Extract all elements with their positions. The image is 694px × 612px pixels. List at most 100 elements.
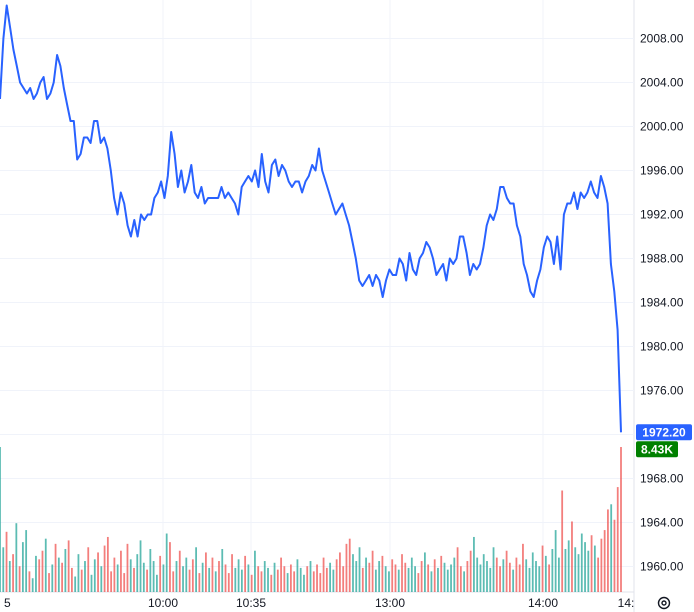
- volume-bar: [270, 574, 273, 592]
- volume-bar: [293, 571, 296, 592]
- volume-bar: [155, 574, 158, 592]
- volume-bar: [38, 559, 41, 592]
- volume-bar: [237, 559, 240, 592]
- volume-bar: [87, 547, 90, 592]
- volume-bar: [410, 557, 413, 592]
- volume-bar: [280, 557, 282, 592]
- volume-bar: [221, 548, 224, 592]
- volume-bar: [345, 543, 348, 592]
- volume-bar: [296, 559, 299, 592]
- y-tick-label: 1976.00: [640, 384, 684, 398]
- volume-bar: [548, 564, 550, 592]
- volume-bar: [188, 569, 191, 592]
- volume-bar: [5, 531, 8, 592]
- volume-bar: [218, 561, 220, 592]
- volume-bar: [495, 557, 498, 592]
- volume-bar: [446, 569, 449, 592]
- volume-bar: [309, 561, 312, 592]
- volume-bar: [339, 552, 341, 592]
- volume-bar: [329, 562, 332, 592]
- volume-bar: [159, 555, 162, 592]
- volume-bar: [469, 550, 472, 592]
- volume-bar: [28, 571, 31, 592]
- volume-bar: [561, 490, 564, 592]
- volume-bar: [172, 571, 175, 592]
- x-tick-label: 14:: [618, 596, 635, 610]
- y-tick-label: 1988.00: [640, 252, 684, 266]
- volume-bar: [450, 564, 452, 592]
- volume-bar: [106, 536, 109, 592]
- time-axis[interactable]: 5 10:00 10:35 13:00 14:00 14:: [4, 596, 634, 610]
- volume-bar: [303, 574, 305, 592]
- volume-bar: [113, 557, 116, 592]
- volume-bar: [567, 540, 570, 592]
- volume-bar: [466, 561, 469, 592]
- last-price-badge: 1972.20: [636, 424, 692, 441]
- last-volume-badge: 8.43K: [636, 441, 678, 458]
- volume-bar: [388, 571, 390, 592]
- volume-bar: [551, 548, 554, 592]
- volume-bar: [463, 571, 466, 592]
- volume-bar: [407, 567, 410, 592]
- volume-bar: [603, 530, 606, 592]
- volume-bar: [273, 562, 276, 592]
- volume-bar: [352, 554, 354, 592]
- volume-bar: [286, 573, 289, 592]
- volume-bar: [544, 555, 547, 592]
- volume-bar: [325, 567, 328, 592]
- volume-bar: [244, 555, 247, 592]
- volume-bar: [512, 569, 515, 592]
- y-tick-label: 1980.00: [640, 340, 684, 354]
- volume-bar: [254, 550, 256, 592]
- volume-bar: [240, 569, 243, 592]
- volume-bar: [129, 559, 132, 592]
- volume-bar: [355, 561, 358, 592]
- volume-bar: [44, 538, 47, 592]
- volume-bar: [289, 564, 292, 592]
- volume-bar: [515, 557, 518, 592]
- price-axis[interactable]: 2008.00 2004.00 2000.00 1996.00 1992.00 1988.…: [640, 32, 684, 574]
- volume-bar: [335, 559, 338, 592]
- volume-bar: [417, 573, 420, 592]
- volume-bar: [525, 559, 528, 592]
- volume-bar: [584, 542, 586, 592]
- volume-bar: [610, 504, 613, 592]
- volume-bar: [77, 554, 80, 592]
- volume-bar: [391, 559, 394, 592]
- volume-bar: [420, 561, 423, 592]
- volume-bar: [71, 567, 73, 592]
- volume-bar: [374, 569, 377, 592]
- volume-bar: [404, 562, 407, 592]
- volume-bar: [123, 573, 126, 592]
- volume-bar: [8, 561, 11, 592]
- volume-bar: [433, 559, 436, 592]
- y-tick-label: 1996.00: [640, 164, 684, 178]
- volume-bar: [522, 543, 524, 592]
- chart-settings-icon[interactable]: [657, 596, 671, 610]
- volume-bar: [401, 554, 403, 592]
- x-tick-label: 10:00: [148, 596, 178, 610]
- volume-bar: [152, 561, 155, 592]
- volume-bar: [126, 543, 129, 592]
- volume-bar: [502, 559, 505, 592]
- volume-bar: [574, 547, 577, 592]
- volume-bar: [479, 564, 482, 592]
- volume-bar: [191, 559, 194, 592]
- x-tick-label: 5: [4, 596, 11, 610]
- volume-bar: [489, 567, 492, 592]
- volume-bar: [61, 562, 63, 592]
- volume-bar: [276, 569, 279, 592]
- volume-bar: [90, 574, 93, 592]
- volume-bar: [201, 562, 204, 592]
- volume-bar: [306, 566, 309, 592]
- last-volume-label: 8.43K: [641, 442, 673, 456]
- volume-bar: [600, 538, 603, 592]
- x-tick-label: 10:35: [236, 596, 266, 610]
- volume-bar: [133, 567, 135, 592]
- volume-bar: [397, 569, 400, 592]
- volume-bar: [84, 561, 86, 592]
- volume-bar: [25, 530, 28, 592]
- volume-bar: [185, 557, 188, 592]
- volume-bar: [616, 487, 619, 592]
